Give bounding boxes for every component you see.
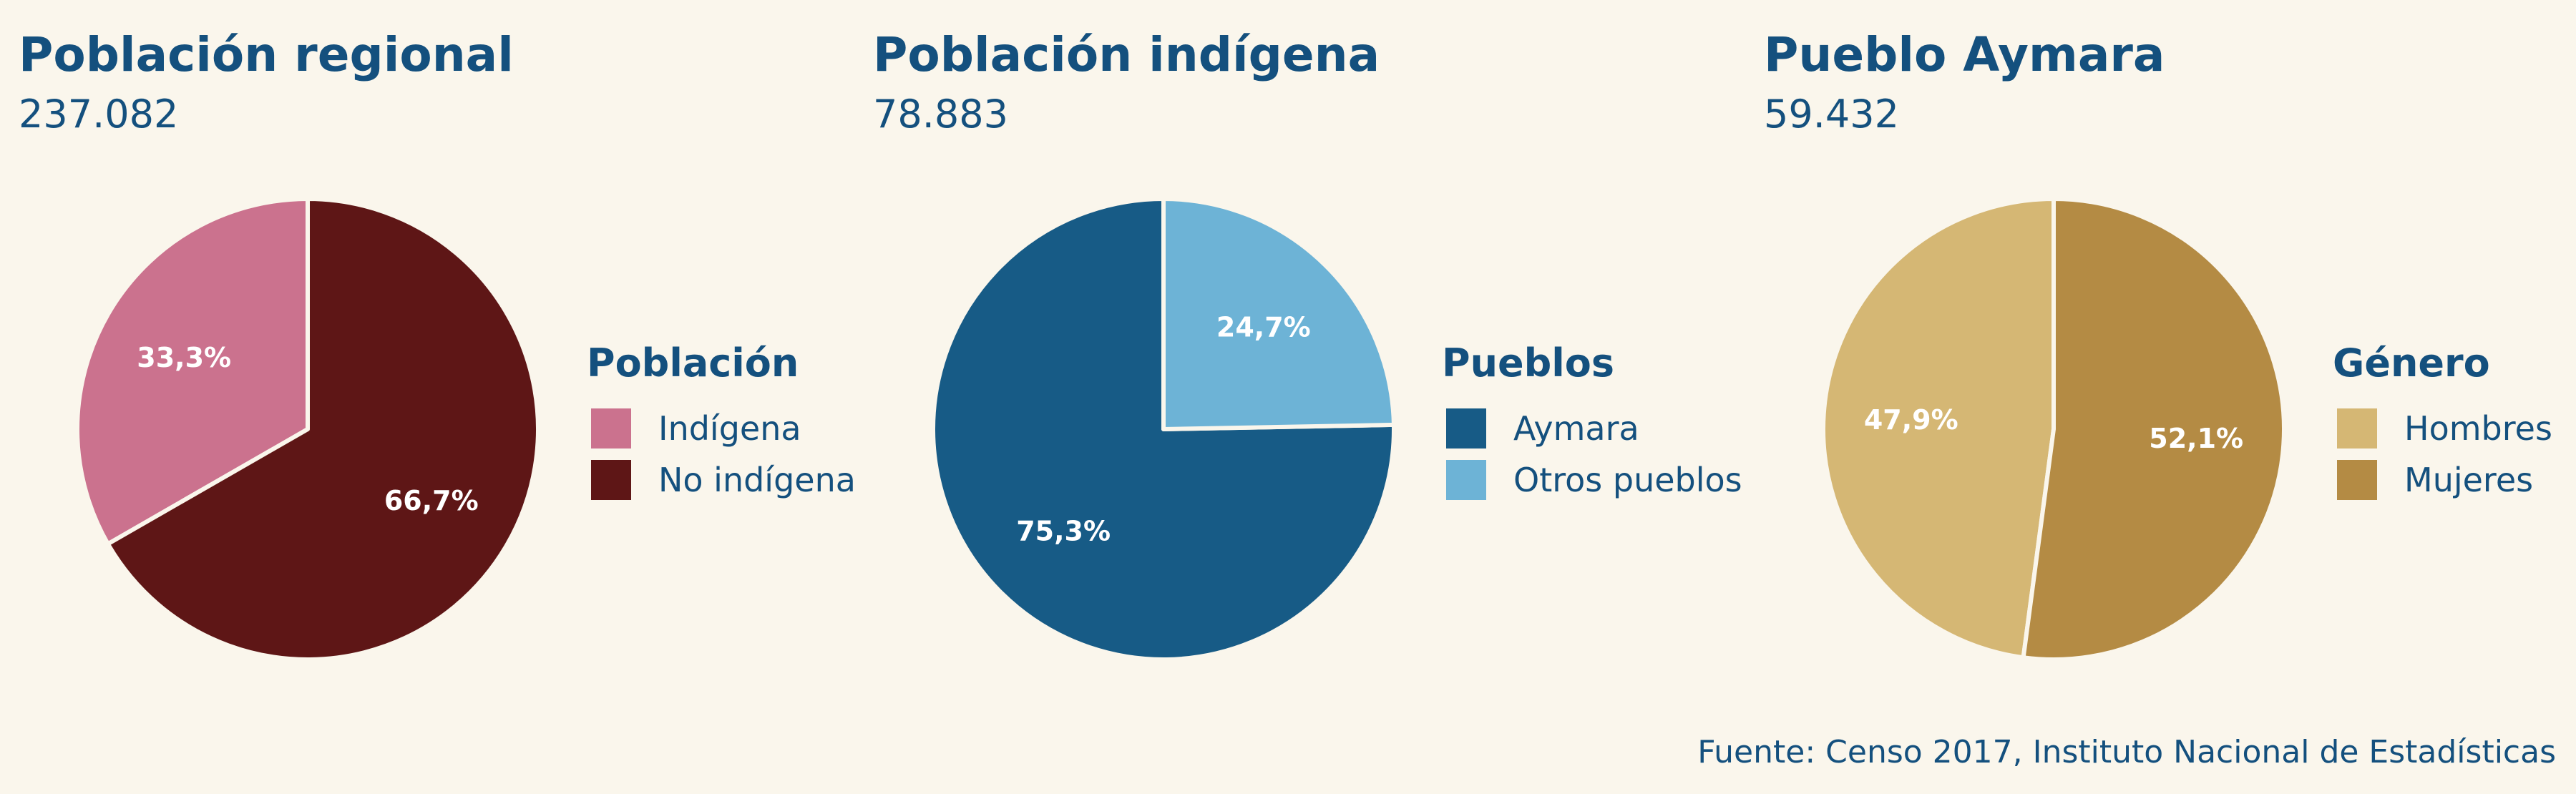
legend-item-otros-pueblos: Otros pueblos xyxy=(1442,454,1742,506)
legend-swatch xyxy=(591,460,631,500)
legend-item-mujeres: Mujeres xyxy=(2333,454,2552,506)
chart-panel-aymara: Pueblo Aymara 59.432 47,9% 52,1% Género H… xyxy=(1717,0,2576,794)
legend-swatch xyxy=(1446,460,1486,500)
legend-title: Género xyxy=(2333,340,2490,386)
legend-title: Población xyxy=(587,340,799,386)
chart-total: 237.082 xyxy=(19,92,179,137)
pie-slice-indigena xyxy=(75,197,310,547)
slice-value-label: 47,9% xyxy=(1864,404,1958,436)
pie-slice-otros-pueblos xyxy=(1161,197,1396,431)
legend-item-hombres: Hombres xyxy=(2333,403,2552,454)
legend-label: No indígena xyxy=(658,461,856,499)
legend-label: Otros pueblos xyxy=(1513,461,1742,499)
slice-value-label: 75,3% xyxy=(1016,515,1111,547)
pie-chart-indigena: 75,3% 24,7% xyxy=(931,197,1396,662)
pie-slice-mujeres xyxy=(2021,197,2286,662)
legend-item-indigena: Indígena xyxy=(587,403,856,454)
legend-swatch xyxy=(591,408,631,449)
source-note: Fuente: Censo 2017, Instituto Nacional d… xyxy=(1697,734,2556,770)
chart-panel-indigena: Población indígena 78.883 75,3% 24,7% Pue… xyxy=(859,0,1742,794)
pie-slice-no-indigena xyxy=(105,197,540,662)
legend-label: Hombres xyxy=(2404,409,2552,448)
legend-label: Aymara xyxy=(1513,409,1639,448)
chart-title: Población regional xyxy=(19,27,514,82)
pie-chart-aymara: 47,9% 52,1% xyxy=(1821,197,2286,662)
pie-chart-regional: 33,3% 66,7% xyxy=(75,197,540,662)
legend-swatch xyxy=(1446,408,1486,449)
legend-label: Mujeres xyxy=(2404,461,2534,499)
slice-value-label: 66,7% xyxy=(384,485,479,516)
legend-swatch xyxy=(2337,460,2377,500)
chart-total: 78.883 xyxy=(873,92,1008,137)
legend-swatch xyxy=(2337,408,2377,449)
legend-item-no-indigena: No indígena xyxy=(587,454,856,506)
legend: Población Indígena No indígena xyxy=(587,340,856,506)
chart-panel-regional: Población regional 237.082 33,3% 66,7% Po… xyxy=(0,0,859,794)
slice-value-label: 33,3% xyxy=(137,342,231,373)
chart-title: Población indígena xyxy=(873,27,1380,82)
slice-value-label: 24,7% xyxy=(1216,312,1311,343)
chart-total: 59.432 xyxy=(1764,92,1899,137)
legend: Pueblos Aymara Otros pueblos xyxy=(1442,340,1742,506)
legend-label: Indígena xyxy=(658,409,801,448)
legend: Género Hombres Mujeres xyxy=(2333,340,2552,506)
pie-slice-hombres xyxy=(1821,197,2056,660)
slice-value-label: 52,1% xyxy=(2149,423,2243,454)
legend-item-aymara: Aymara xyxy=(1442,403,1742,454)
legend-title: Pueblos xyxy=(1442,340,1615,386)
chart-title: Pueblo Aymara xyxy=(1764,27,2165,82)
